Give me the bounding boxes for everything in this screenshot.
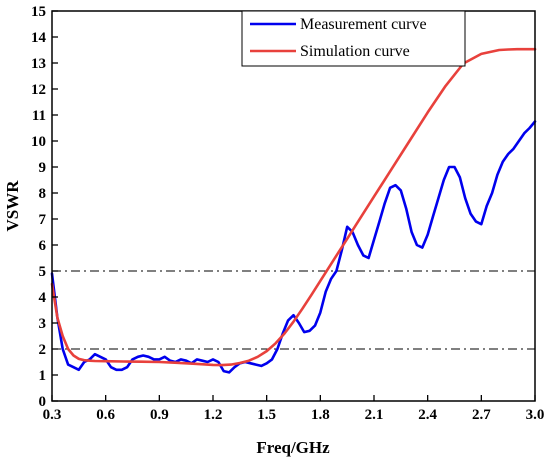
reference-lines (52, 270, 535, 350)
x-tick-label: 0.3 (43, 407, 62, 423)
y-tick-label: 12 (31, 82, 46, 98)
x-tick-label: 3.0 (526, 407, 545, 423)
y-tick-label: 13 (31, 56, 46, 72)
y-axis-label: VSWR (3, 180, 22, 232)
x-tick-label: 1.2 (204, 407, 223, 423)
x-tick-label: 1.8 (311, 407, 330, 423)
x-tick-label: 1.5 (257, 407, 276, 423)
y-tick-label: 2 (39, 342, 47, 358)
y-tick-label: 7 (39, 212, 47, 228)
y-tick-label: 11 (32, 108, 46, 124)
x-axis-label: Freq/GHz (256, 438, 330, 457)
x-tick-label: 2.7 (472, 407, 491, 423)
x-tick-label: 2.1 (365, 407, 384, 423)
y-tick-label: 15 (31, 4, 46, 20)
y-tick-label: 5 (39, 264, 47, 280)
legend: Measurement curve Simulation curve (241, 10, 466, 67)
series-layer (50, 47, 537, 374)
y-tick-label: 3 (39, 316, 47, 332)
tick-labels-layer: 0.3 0.6 0.9 1.2 1.5 1.8 2.1 2.4 2.7 3.00123456789… (31, 4, 544, 423)
y-tick-label: 10 (31, 134, 46, 150)
legend-label-simulation: Simulation curve (300, 43, 410, 60)
x-tick-label: 2.4 (418, 407, 437, 423)
plot-frame (51, 10, 536, 402)
y-tick-label: 8 (39, 186, 47, 202)
legend-label-measurement: Measurement curve (300, 16, 427, 33)
legend-box (241, 10, 466, 67)
y-tick-label: 14 (31, 30, 47, 46)
x-tick-label: 0.6 (96, 407, 115, 423)
series-line-measurement (50, 120, 537, 374)
y-tick-label: 0 (39, 394, 47, 410)
y-tick-label: 1 (39, 368, 47, 384)
y-tick-label: 6 (39, 238, 47, 254)
y-tick-label: 9 (39, 160, 47, 176)
y-tick-label: 4 (39, 290, 47, 306)
series-line-simulation (50, 47, 537, 367)
ticks-layer (51, 10, 536, 402)
x-tick-label: 0.9 (150, 407, 169, 423)
